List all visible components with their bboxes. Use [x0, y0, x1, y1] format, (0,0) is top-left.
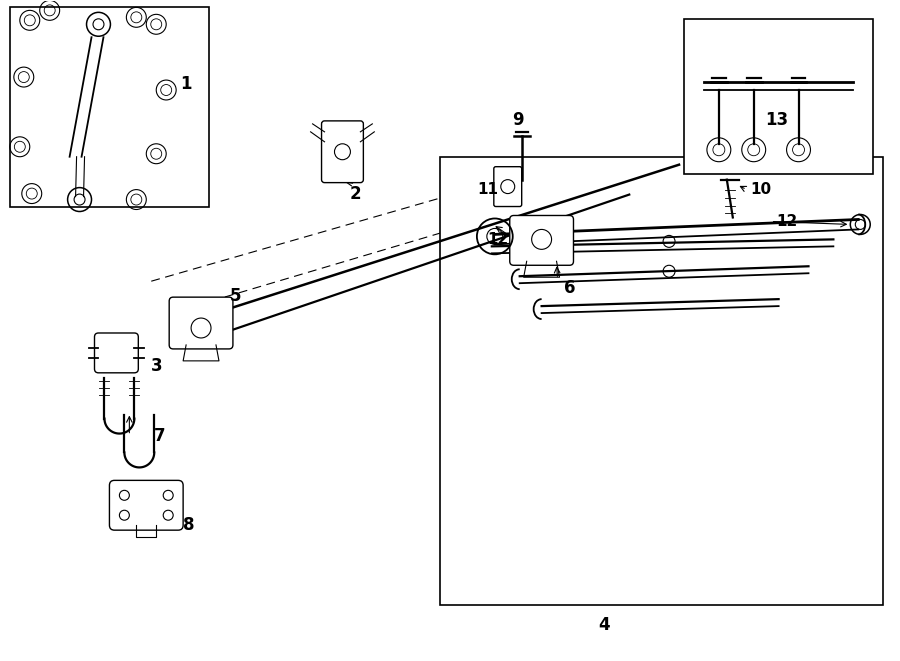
Text: 2: 2	[349, 184, 361, 202]
Text: 8: 8	[184, 516, 195, 534]
FancyBboxPatch shape	[169, 297, 233, 349]
Bar	[440, 157, 883, 605]
Text: 1: 1	[180, 75, 192, 93]
FancyBboxPatch shape	[321, 121, 364, 182]
Text: 13: 13	[765, 111, 788, 129]
Text: 12: 12	[487, 232, 508, 247]
FancyBboxPatch shape	[494, 167, 522, 206]
FancyBboxPatch shape	[110, 481, 183, 530]
Text: 5: 5	[230, 287, 242, 305]
Text: 3: 3	[150, 357, 162, 375]
Text: 9: 9	[512, 111, 524, 129]
Text: 12: 12	[776, 214, 797, 229]
Bar	[10, 7, 209, 206]
FancyBboxPatch shape	[94, 333, 139, 373]
Text: 10: 10	[750, 182, 771, 197]
Text: 4: 4	[598, 616, 610, 634]
FancyBboxPatch shape	[509, 215, 573, 265]
Text: 11: 11	[477, 182, 499, 197]
Text: 6: 6	[563, 279, 575, 297]
Text: 7: 7	[153, 426, 165, 445]
Bar	[684, 19, 873, 174]
